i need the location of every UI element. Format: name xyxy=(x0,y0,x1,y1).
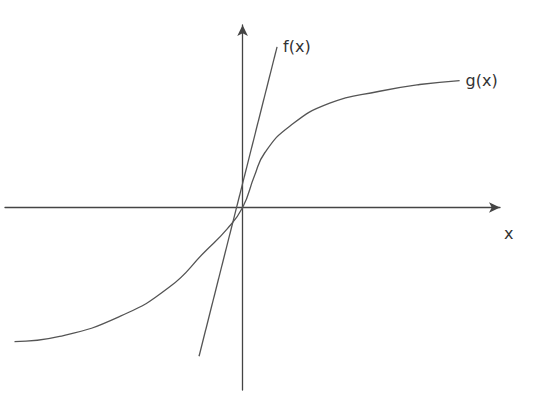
svg-text:x: x xyxy=(504,224,513,243)
svg-text:g(x): g(x) xyxy=(466,71,498,90)
svg-text:f(x): f(x) xyxy=(283,37,311,56)
